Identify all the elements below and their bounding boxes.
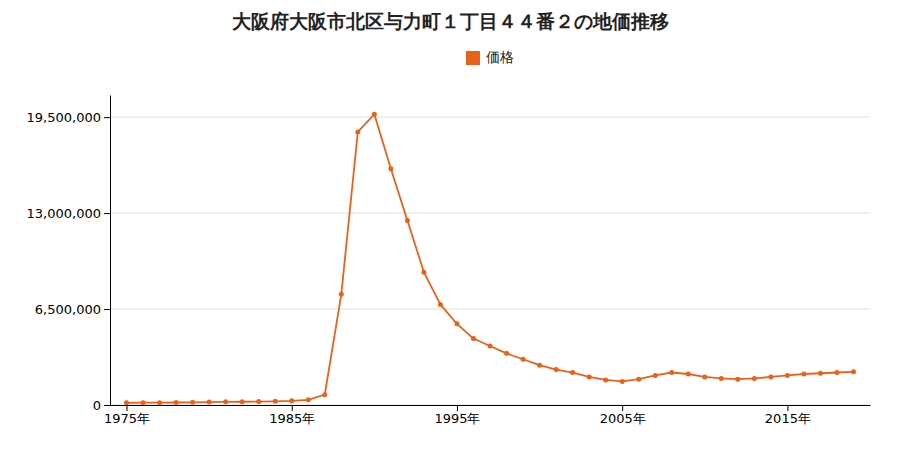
- x-tick: 1995年: [434, 405, 480, 426]
- data-point: [603, 377, 608, 382]
- data-marks: [124, 112, 856, 405]
- data-point: [405, 218, 410, 223]
- x-tick-label: 2005年: [600, 411, 646, 426]
- grid: [110, 117, 870, 405]
- data-point: [157, 400, 162, 405]
- y-tick-label: 19,500,000: [27, 110, 101, 125]
- x-tick-mark: [292, 405, 293, 411]
- data-point: [256, 399, 261, 404]
- x-tick: 2005年: [600, 405, 646, 426]
- x-axis-line: [111, 405, 871, 406]
- data-point: [554, 367, 559, 372]
- chart-title: 大阪府大阪市北区与力町１丁目４４番２の地価推移: [232, 10, 669, 32]
- y-tick: 0: [93, 398, 110, 413]
- legend: 価格: [466, 49, 514, 65]
- data-point: [768, 374, 773, 379]
- data-point: [223, 399, 228, 404]
- data-point: [471, 336, 476, 341]
- data-point: [504, 351, 509, 356]
- data-point: [818, 371, 823, 376]
- data-point: [587, 374, 592, 379]
- data-point: [686, 372, 691, 377]
- x-tick: 2015年: [765, 405, 811, 426]
- data-point: [735, 377, 740, 382]
- x-tick-mark: [622, 405, 623, 411]
- x-tick: 1985年: [269, 405, 315, 426]
- y-tick: 19,500,000: [27, 110, 110, 125]
- data-point: [141, 400, 146, 405]
- series-line: [127, 114, 854, 403]
- data-point: [207, 400, 212, 405]
- y-tick-mark: [104, 405, 110, 406]
- x-tick-mark: [127, 405, 128, 411]
- data-point: [537, 363, 542, 368]
- data-point: [421, 270, 426, 275]
- data-point: [388, 166, 393, 171]
- x-tick: 1975年: [104, 405, 150, 426]
- data-point: [834, 370, 839, 375]
- data-point: [752, 376, 757, 381]
- x-tick-label: 1975年: [104, 411, 150, 426]
- data-point: [240, 399, 245, 404]
- y-tick-mark: [104, 117, 110, 118]
- legend-item: 価格: [466, 49, 514, 65]
- data-point: [521, 357, 526, 362]
- data-point: [322, 392, 327, 397]
- y-tick-label: 6,500,000: [35, 302, 101, 317]
- data-point: [306, 397, 311, 402]
- data-point: [355, 129, 360, 134]
- y-axis: 0 6,500,000 13,000,000 19,500,000: [27, 96, 111, 413]
- data-point: [851, 369, 856, 374]
- y-tick-label: 0: [93, 398, 101, 413]
- data-point: [488, 343, 493, 348]
- grid-line: [110, 309, 870, 310]
- legend-label: 価格: [486, 49, 514, 65]
- data-point: [454, 321, 459, 326]
- x-tick-label: 2015年: [765, 411, 811, 426]
- grid-line: [110, 213, 870, 214]
- y-tick: 6,500,000: [35, 302, 110, 317]
- x-tick-label: 1985年: [269, 411, 315, 426]
- y-tick-mark: [104, 213, 110, 214]
- grid-line: [110, 405, 870, 406]
- data-point: [339, 292, 344, 297]
- data-point: [719, 376, 724, 381]
- x-tick-mark: [787, 405, 788, 411]
- data-point: [124, 400, 129, 405]
- legend-swatch: [466, 51, 480, 65]
- data-point: [702, 374, 707, 379]
- data-point: [174, 400, 179, 405]
- data-point: [570, 370, 575, 375]
- data-point: [653, 373, 658, 378]
- y-tick: 13,000,000: [27, 206, 110, 221]
- data-point: [289, 398, 294, 403]
- x-tick-label: 1995年: [434, 411, 480, 426]
- data-point: [190, 400, 195, 405]
- data-point: [801, 372, 806, 377]
- y-axis-line: [110, 96, 111, 406]
- x-axis: 1975年 1985年 1995年 2005年 2015年: [104, 405, 871, 426]
- data-point: [273, 399, 278, 404]
- data-point: [785, 373, 790, 378]
- chart-svg: 大阪府大阪市北区与力町１丁目４４番２の地価推移 1975年 1985年 1995年 20…: [0, 0, 900, 450]
- data-point: [669, 370, 674, 375]
- x-tick-mark: [457, 405, 458, 411]
- data-point: [438, 302, 443, 307]
- data-point: [636, 377, 641, 382]
- data-point: [620, 379, 625, 384]
- y-tick-label: 13,000,000: [27, 206, 101, 221]
- y-tick-mark: [104, 309, 110, 310]
- data-point: [372, 112, 377, 117]
- plot-area: 1975年 1985年 1995年 2005年 2015年 0 6,500,000 13,00…: [27, 96, 871, 427]
- grid-line: [110, 117, 870, 118]
